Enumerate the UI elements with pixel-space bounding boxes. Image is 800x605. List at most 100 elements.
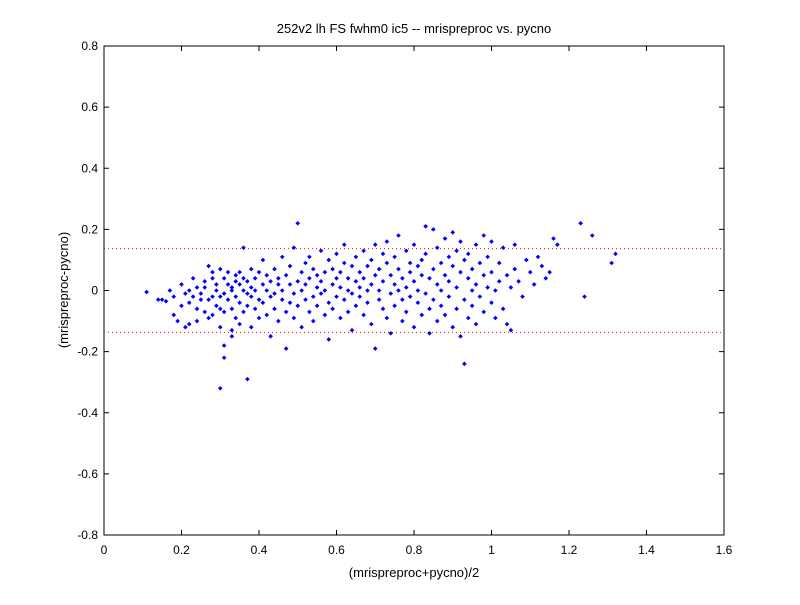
- data-point: [396, 266, 401, 272]
- data-point: [322, 269, 328, 275]
- data-point: [241, 288, 246, 293]
- data-point: [434, 282, 440, 287]
- data-point: [438, 288, 444, 293]
- data-point: [357, 285, 363, 290]
- data-point: [465, 315, 471, 321]
- data-point: [334, 251, 339, 257]
- data-point: [221, 275, 227, 281]
- data-point: [481, 309, 487, 315]
- data-point: [229, 327, 235, 333]
- data-point: [241, 245, 246, 251]
- x-tick-label: 1.6: [716, 543, 733, 557]
- data-point: [322, 312, 328, 318]
- data-point: [303, 260, 308, 266]
- data-point: [388, 291, 394, 296]
- data-point: [512, 266, 518, 272]
- data-point: [318, 279, 324, 284]
- data-point: [268, 279, 273, 284]
- data-point: [237, 282, 242, 287]
- data-point: [415, 263, 421, 269]
- data-point: [551, 236, 556, 241]
- data-point: [260, 282, 266, 287]
- data-point: [283, 272, 289, 278]
- data-point: [438, 303, 444, 309]
- data-point: [481, 272, 487, 278]
- data-point: [434, 318, 440, 324]
- data-point: [338, 315, 343, 321]
- data-point: [248, 285, 254, 290]
- data-point: [276, 275, 281, 281]
- data-point: [465, 251, 471, 257]
- data-point: [287, 300, 293, 306]
- data-point: [256, 269, 262, 275]
- data-point: [469, 303, 475, 309]
- data-point: [403, 285, 409, 290]
- data-point: [508, 285, 514, 290]
- data-point: [489, 300, 494, 306]
- data-point: [237, 300, 242, 306]
- data-point: [314, 272, 320, 278]
- data-point: [179, 282, 184, 287]
- data-point: [291, 315, 297, 321]
- data-point: [241, 309, 246, 315]
- data-point: [206, 315, 211, 321]
- data-point: [349, 263, 355, 269]
- data-point: [268, 334, 273, 339]
- data-point: [299, 324, 304, 330]
- data-point: [214, 282, 219, 287]
- data-point: [171, 312, 177, 318]
- data-point: [454, 285, 459, 290]
- data-point: [431, 297, 436, 302]
- data-point: [462, 297, 467, 302]
- data-point: [469, 266, 475, 272]
- data-point: [272, 266, 277, 272]
- data-point: [419, 272, 425, 278]
- data-point: [283, 346, 289, 351]
- data-point: [167, 288, 173, 293]
- data-point: [481, 233, 487, 238]
- data-point: [345, 288, 351, 293]
- data-point: [217, 266, 223, 272]
- data-point: [144, 289, 149, 295]
- data-point: [407, 294, 413, 299]
- data-point: [202, 279, 208, 284]
- data-point: [361, 312, 366, 318]
- y-tick-label: 0: [91, 284, 98, 298]
- data-point: [326, 337, 332, 342]
- data-point: [500, 306, 506, 312]
- data-point: [183, 324, 188, 330]
- data-point: [210, 312, 215, 318]
- data-point: [310, 318, 316, 324]
- data-point: [338, 285, 343, 290]
- data-point: [260, 300, 266, 306]
- data-point: [442, 272, 448, 278]
- data-point: [423, 224, 428, 229]
- data-point: [314, 285, 320, 290]
- data-point: [341, 242, 347, 247]
- data-point: [245, 376, 250, 382]
- data-point: [403, 248, 409, 254]
- data-point: [233, 315, 239, 321]
- data-point: [287, 282, 293, 287]
- data-point: [400, 275, 405, 281]
- data-point: [264, 288, 270, 293]
- data-point: [369, 282, 374, 287]
- data-point: [225, 297, 231, 302]
- data-point: [388, 272, 394, 278]
- y-axis-ticks: -0.8 -0.6 -0.4 -0.2 0 0.2 0.4 0.6 0.8: [77, 39, 724, 542]
- data-point: [458, 269, 463, 275]
- data-point: [411, 242, 417, 247]
- data-point: [341, 297, 347, 302]
- data-point: [345, 275, 351, 281]
- data-point: [431, 266, 436, 272]
- data-point: [485, 285, 490, 290]
- data-point: [310, 294, 316, 299]
- data-point: [353, 279, 359, 284]
- data-point: [198, 297, 204, 302]
- x-tick-label: 1: [488, 543, 495, 557]
- data-point: [291, 245, 297, 251]
- data-point: [330, 282, 335, 287]
- data-point: [233, 272, 239, 278]
- data-point: [423, 251, 428, 257]
